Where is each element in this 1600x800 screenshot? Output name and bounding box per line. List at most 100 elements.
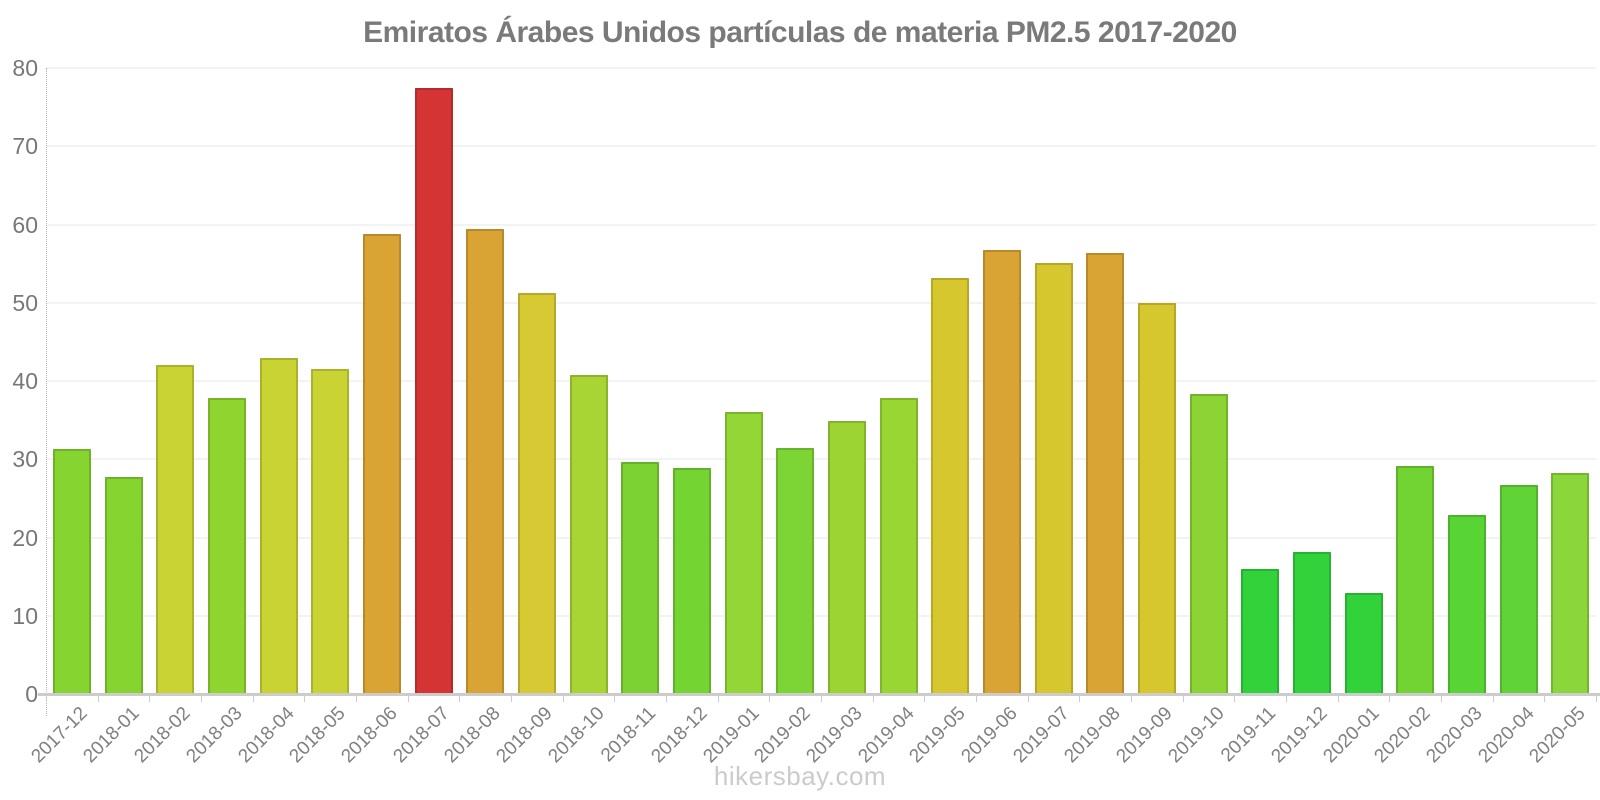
bar-slot — [1286, 68, 1338, 694]
bar-2018-02[interactable] — [156, 365, 195, 694]
y-tick-label-0: 0 — [25, 681, 38, 707]
bar-2019-11[interactable] — [1241, 568, 1280, 694]
x-tick-label-2019-08: 2019-08 — [1060, 703, 1126, 768]
bar-2018-06[interactable] — [362, 233, 401, 694]
x-tick-label-2017-12: 2017-12 — [27, 703, 92, 768]
x-tick — [356, 696, 357, 702]
gridline-10 — [46, 614, 1596, 617]
bar-2018-05[interactable] — [311, 369, 350, 694]
x-tick — [562, 696, 564, 702]
x-tick-label-2018-12: 2018-12 — [647, 703, 712, 768]
bar-2019-07[interactable] — [1034, 262, 1073, 694]
bar-2019-12[interactable] — [1292, 551, 1331, 694]
x-tick-label-2019-12: 2019-12 — [1267, 703, 1332, 768]
x-tick-label-2019-06: 2019-06 — [957, 703, 1022, 768]
bar-2019-06[interactable] — [982, 249, 1021, 694]
bar-2019-10[interactable] — [1189, 394, 1228, 694]
bar-2018-07[interactable] — [414, 87, 453, 694]
x-tick — [1441, 696, 1442, 702]
x-tick-label-2018-10: 2018-10 — [544, 703, 609, 768]
x-tick-label-2018-07: 2018-07 — [389, 703, 454, 768]
bar-2019-04[interactable] — [879, 398, 918, 694]
x-tick-label-2019-02: 2019-02 — [750, 703, 816, 768]
y-tick-label-50: 50 — [12, 289, 38, 316]
bar-2019-08[interactable] — [1086, 253, 1125, 694]
x-tick — [201, 696, 202, 702]
bar-slot — [46, 68, 98, 694]
bar-2018-10[interactable] — [569, 374, 608, 694]
x-tick — [304, 696, 306, 702]
x-tick-label-2019-10: 2019-10 — [1164, 703, 1229, 768]
x-tick — [1389, 696, 1391, 702]
bar-slot — [253, 68, 305, 694]
bar-2020-02[interactable] — [1396, 465, 1435, 694]
x-tick — [821, 696, 822, 702]
x-tick-label-2019-03: 2019-03 — [802, 703, 867, 768]
gridline-30 — [46, 458, 1596, 461]
x-tick — [976, 696, 977, 702]
x-tick-label-2018-03: 2018-03 — [182, 703, 247, 768]
bar-2019-05[interactable] — [931, 277, 970, 694]
bar-slot — [356, 68, 408, 694]
bar-2019-03[interactable] — [827, 420, 866, 694]
x-tick — [1234, 696, 1236, 702]
bar-2020-04[interactable] — [1499, 485, 1538, 694]
bar-slot — [1338, 68, 1390, 694]
bar-2018-04[interactable] — [259, 357, 298, 694]
bar-slot — [1544, 68, 1596, 694]
bar-2020-05[interactable] — [1551, 472, 1590, 694]
x-tick-label-2018-01: 2018-01 — [79, 703, 144, 768]
bar-2019-01[interactable] — [724, 411, 763, 694]
bar-slot — [459, 68, 511, 694]
y-tick-label-10: 10 — [12, 602, 38, 629]
bar-slot — [1389, 68, 1441, 694]
bar-2018-01[interactable] — [104, 477, 143, 694]
gridline-40 — [46, 380, 1596, 382]
bar-2018-11[interactable] — [621, 462, 660, 694]
bar-slot — [1079, 68, 1131, 694]
gridline-20 — [46, 536, 1596, 539]
y-tick-label-40: 40 — [12, 368, 38, 394]
bar-slot — [614, 68, 666, 694]
bars-container — [46, 68, 1596, 694]
bar-slot — [924, 68, 976, 694]
x-tick-label-2018-06: 2018-06 — [337, 703, 402, 768]
x-tick-label-2020-03: 2020-03 — [1422, 703, 1487, 768]
x-tick — [252, 696, 254, 702]
bar-2018-09[interactable] — [517, 292, 556, 694]
gridline-60 — [46, 223, 1596, 226]
bar-2017-12[interactable] — [52, 449, 91, 694]
x-tick — [924, 696, 926, 702]
bar-slot — [149, 68, 201, 694]
x-tick — [407, 696, 409, 702]
x-tick-label-2018-08: 2018-08 — [440, 703, 506, 768]
x-tick-label-2019-09: 2019-09 — [1112, 703, 1177, 768]
x-tick-label-2019-04: 2019-04 — [854, 703, 919, 768]
x-tick-label-2020-05: 2020-05 — [1525, 703, 1591, 768]
gridline-80 — [46, 67, 1596, 69]
bar-slot — [769, 68, 821, 694]
x-tick — [1131, 696, 1132, 702]
x-tick — [717, 696, 719, 702]
bar-slot — [1441, 68, 1493, 694]
bar-2020-03[interactable] — [1447, 514, 1486, 694]
bar-slot — [718, 68, 770, 694]
x-tick-label-2018-11: 2018-11 — [596, 703, 661, 767]
y-tick-label-30: 30 — [12, 446, 38, 473]
bar-slot — [201, 68, 253, 694]
bar-2018-08[interactable] — [466, 229, 505, 694]
bar-2018-12[interactable] — [672, 467, 711, 694]
x-tick — [149, 696, 151, 702]
x-tick — [1596, 696, 1597, 702]
bar-2019-09[interactable] — [1137, 302, 1176, 694]
watermark-text: hikersbay.com — [713, 761, 887, 791]
bar-2019-02[interactable] — [776, 447, 815, 694]
bar-2018-03[interactable] — [207, 398, 246, 694]
bar-slot — [1183, 68, 1235, 694]
bar-slot — [1234, 68, 1286, 694]
bar-slot — [408, 68, 460, 694]
bar-slot — [976, 68, 1028, 694]
bar-2020-01[interactable] — [1344, 593, 1383, 694]
x-tick — [97, 696, 99, 702]
x-tick-label-2018-09: 2018-09 — [492, 703, 557, 768]
